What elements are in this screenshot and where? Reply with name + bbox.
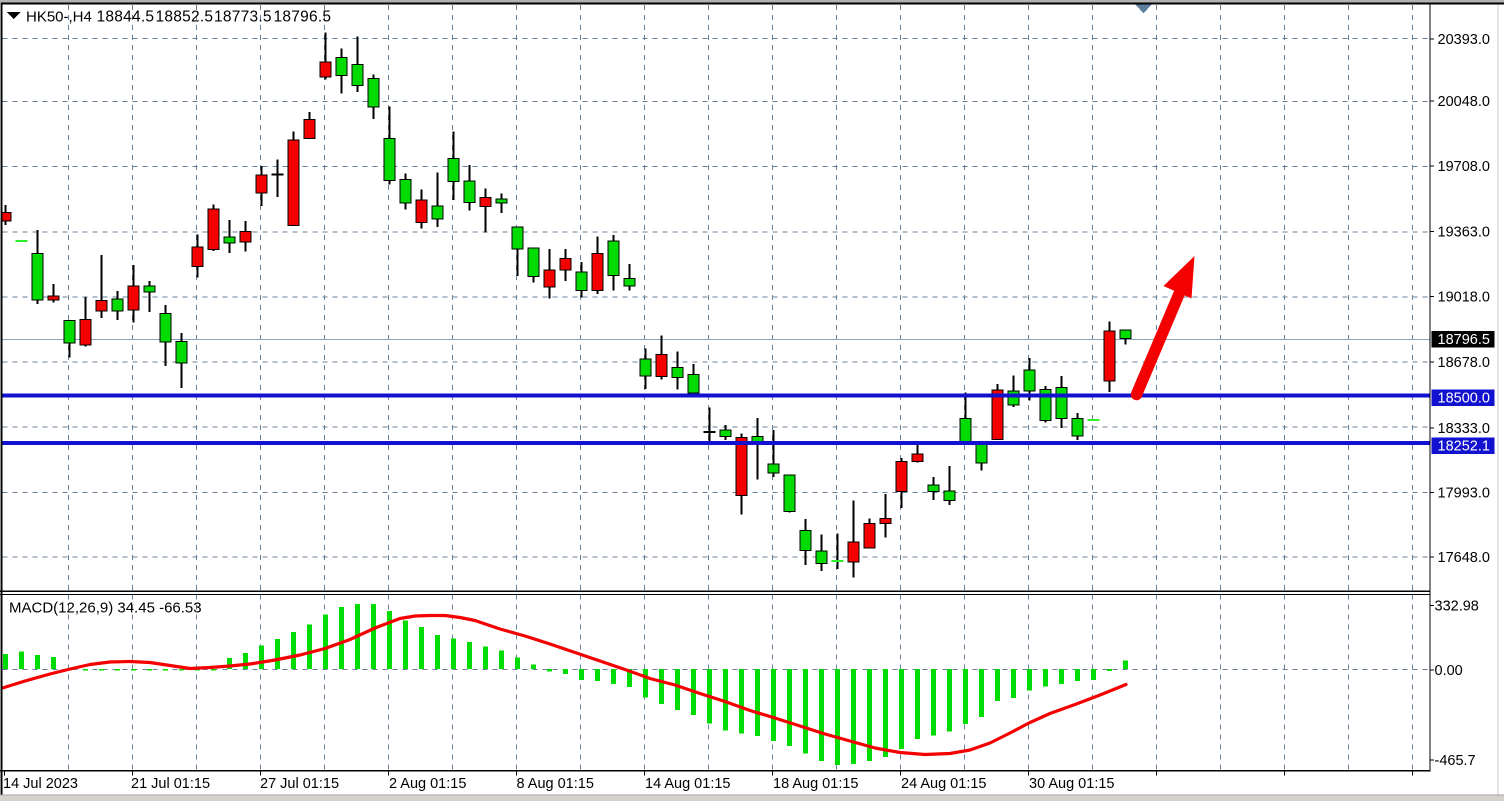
svg-text:18 Aug 01:15: 18 Aug 01:15 xyxy=(773,776,858,792)
svg-text:21 Jul 01:15: 21 Jul 01:15 xyxy=(131,776,210,792)
svg-text:2 Aug 01:15: 2 Aug 01:15 xyxy=(389,776,466,792)
svg-text:14 Jul 2023: 14 Jul 2023 xyxy=(3,776,78,792)
svg-text:17993.0: 17993.0 xyxy=(1438,486,1490,502)
svg-text:HK50-,H4: HK50-,H4 xyxy=(26,9,92,26)
svg-text:20048.0: 20048.0 xyxy=(1438,94,1490,110)
svg-text:14 Aug 01:15: 14 Aug 01:15 xyxy=(645,776,730,792)
svg-text:18333.0: 18333.0 xyxy=(1438,421,1490,437)
svg-text:MACD(12,26,9) 34.45 -66.53: MACD(12,26,9) 34.45 -66.53 xyxy=(9,599,202,616)
svg-text:30 Aug 01:15: 30 Aug 01:15 xyxy=(1029,776,1114,792)
svg-text:18252.1: 18252.1 xyxy=(1438,439,1490,455)
svg-text:18844.5: 18844.5 xyxy=(97,9,155,26)
svg-text:19708.0: 19708.0 xyxy=(1438,159,1490,175)
svg-text:18678.0: 18678.0 xyxy=(1438,355,1490,371)
svg-text:27 Jul 01:15: 27 Jul 01:15 xyxy=(260,776,339,792)
svg-text:18796.5: 18796.5 xyxy=(274,9,332,26)
svg-text:18773.5: 18773.5 xyxy=(214,9,272,26)
svg-text:19363.0: 19363.0 xyxy=(1438,225,1490,241)
svg-text:332.98: 332.98 xyxy=(1435,599,1479,615)
svg-text:18796.5: 18796.5 xyxy=(1438,332,1490,348)
svg-text:18500.0: 18500.0 xyxy=(1438,391,1490,407)
svg-text:0.00: 0.00 xyxy=(1435,663,1463,679)
svg-text:20393.0: 20393.0 xyxy=(1438,32,1490,48)
svg-text:17648.0: 17648.0 xyxy=(1438,550,1490,566)
svg-text:18852.5: 18852.5 xyxy=(156,9,214,26)
svg-text:19018.0: 19018.0 xyxy=(1438,290,1490,306)
svg-text:24 Aug 01:15: 24 Aug 01:15 xyxy=(901,776,986,792)
svg-text:8 Aug 01:15: 8 Aug 01:15 xyxy=(517,776,594,792)
svg-text:-465.7: -465.7 xyxy=(1435,753,1476,769)
